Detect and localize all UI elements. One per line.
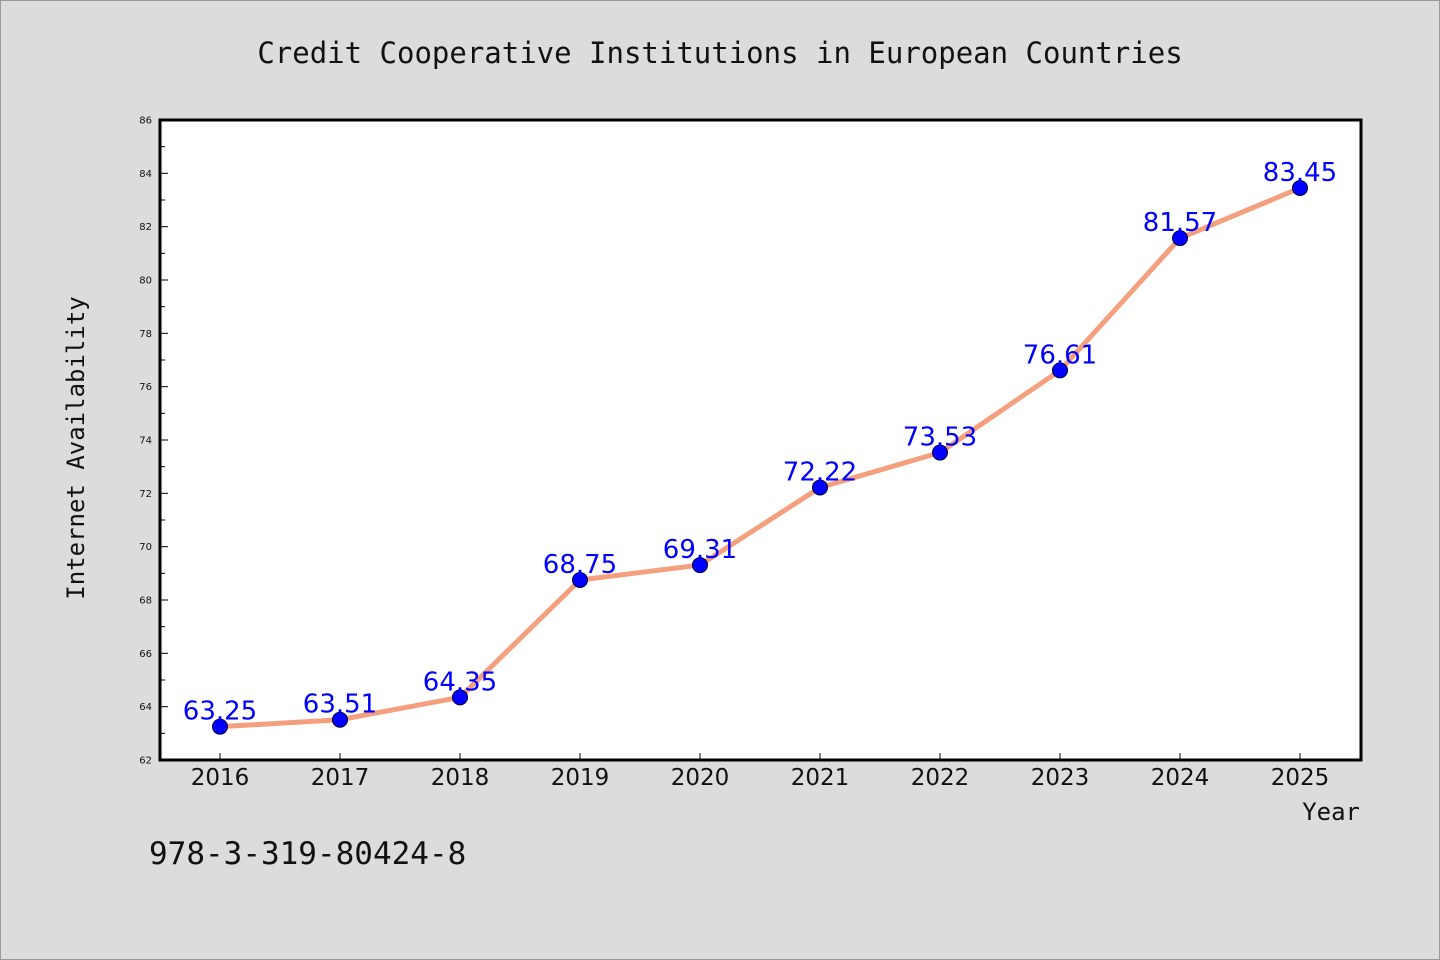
data-point-label: 76.61 xyxy=(1023,340,1097,370)
y-tick-label: 72 xyxy=(139,489,152,500)
y-tick-label: 66 xyxy=(139,649,152,660)
data-point-marker xyxy=(572,572,588,588)
data-point-label: 63.51 xyxy=(303,690,377,720)
data-labels: 63.25 63.51 64.35 68.75 69.31 72.22 73.53 76.61… xyxy=(183,158,1337,727)
data-point-marker xyxy=(812,479,828,496)
x-tick-label: 2022 xyxy=(911,765,970,791)
y-tick-label: 84 xyxy=(139,169,152,180)
y-axis-ticks: 62 64 66 68 70 72 74 76 78 80 82 84 86 xyxy=(139,116,168,767)
y-tick-label: 80 xyxy=(139,276,152,287)
x-tick-label: 2017 xyxy=(311,765,370,791)
data-point-marker xyxy=(1292,180,1308,196)
data-point-label: 83.45 xyxy=(1263,158,1337,188)
y-tick-label: 82 xyxy=(139,222,152,233)
x-tick-label: 2019 xyxy=(551,765,610,791)
data-point-marker xyxy=(1172,230,1188,247)
y-tick-label: 78 xyxy=(139,329,152,340)
data-point-label: 63.25 xyxy=(183,697,257,727)
data-point-label: 64.35 xyxy=(423,667,497,697)
y-tick-label: 76 xyxy=(139,382,152,393)
footnote-isbn: 978-3-319-80424-8 xyxy=(149,836,466,872)
y-tick-label: 64 xyxy=(139,702,152,713)
series-layer xyxy=(212,180,1308,735)
x-tick-label: 2016 xyxy=(191,765,250,791)
data-point-label: 81.57 xyxy=(1143,208,1217,238)
y-tick-label: 70 xyxy=(139,542,152,553)
data-point-marker xyxy=(1052,362,1068,379)
x-tick-label: 2018 xyxy=(431,765,490,791)
x-tick-label: 2020 xyxy=(671,765,730,791)
plot-area xyxy=(158,118,1363,762)
data-point-marker xyxy=(452,689,468,706)
data-point-label: 68.75 xyxy=(543,550,617,580)
series-line xyxy=(217,185,1303,730)
data-point-marker xyxy=(212,718,228,735)
x-axis-label: Year xyxy=(1302,798,1360,826)
x-tick-label: 2021 xyxy=(791,765,850,791)
x-tick-label: 2024 xyxy=(1151,765,1210,791)
data-point-label: 73.53 xyxy=(903,423,977,453)
data-point-marker xyxy=(332,711,348,728)
x-tick-label: 2023 xyxy=(1031,765,1090,791)
data-point-marker xyxy=(692,557,708,574)
x-axis-ticks: 2016 2017 2018 2019 2020 2021 2022 2023 2024 2025 xyxy=(191,753,1330,791)
y-tick-label: 74 xyxy=(139,436,152,447)
y-tick-label: 86 xyxy=(139,116,152,127)
data-point-marker xyxy=(932,444,948,461)
y-axis-label: Internet Availability xyxy=(62,296,90,599)
data-point-label: 69.31 xyxy=(663,535,737,565)
x-tick-label: 2025 xyxy=(1271,765,1330,791)
chart-title: Credit Cooperative Institutions in Europ… xyxy=(257,36,1182,70)
y-tick-label: 62 xyxy=(139,756,152,767)
y-tick-label: 68 xyxy=(139,596,152,607)
data-point-label: 72.22 xyxy=(783,457,857,487)
